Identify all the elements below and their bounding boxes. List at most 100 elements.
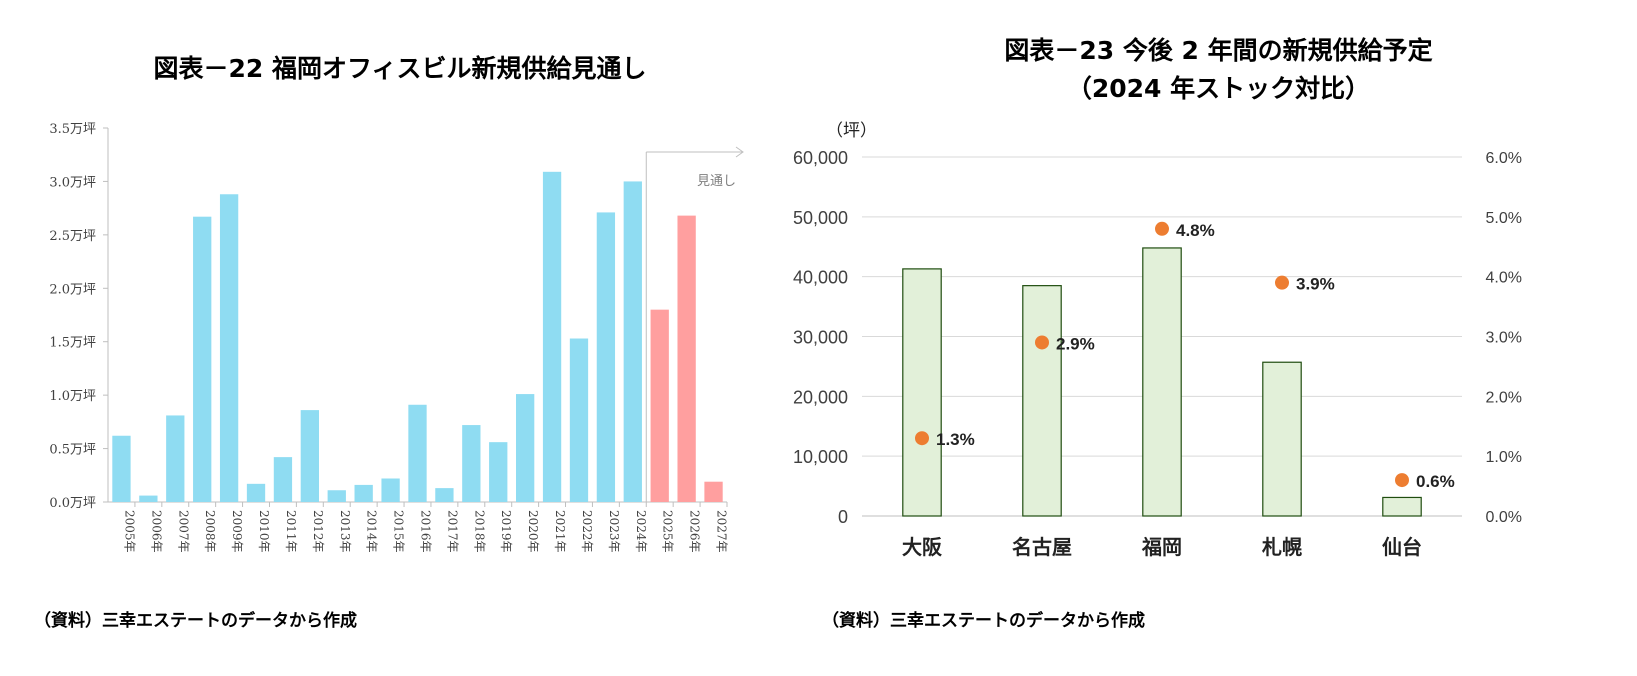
x-tick-label: 2014年 <box>365 510 379 553</box>
bar <box>112 435 131 502</box>
y2-tick-label: 2.0% <box>1486 389 1522 406</box>
data-label: 2.9% <box>1056 334 1095 353</box>
x-tick-label: 2013年 <box>338 510 352 553</box>
data-label: 1.3% <box>936 430 975 449</box>
bar <box>489 442 508 502</box>
forecast-arrow-head <box>735 146 744 158</box>
y-tick-label: 3.0万坪 <box>49 175 96 190</box>
x-tick-label: 2023年 <box>607 510 621 553</box>
x-tick-label: 2027年 <box>715 510 729 553</box>
y2-tick-label: 5.0% <box>1486 210 1522 227</box>
x-tick-label: 2007年 <box>176 510 190 553</box>
x-tick-label: 2010年 <box>257 510 271 553</box>
bar <box>462 425 481 502</box>
bar <box>1142 247 1182 517</box>
x-tick-label: 2009年 <box>230 510 244 553</box>
x-tick-label: 2005年 <box>122 510 136 553</box>
bar <box>219 194 239 502</box>
chart-title-line2: （2024 年ストック対比） <box>1066 74 1371 103</box>
y-tick-label: 10,000 <box>793 447 848 467</box>
y-tick-label: 50,000 <box>793 208 848 228</box>
bar <box>902 268 942 517</box>
bar-forecast <box>650 309 669 502</box>
x-tick-label: 2024年 <box>634 510 648 553</box>
y2-tick-label: 6.0% <box>1486 150 1522 167</box>
y2-tick-label: 0.0% <box>1486 509 1522 526</box>
x-tick-label: 2026年 <box>688 510 702 553</box>
data-label: 4.8% <box>1176 221 1215 240</box>
data-label: 0.6% <box>1416 472 1455 491</box>
bar-forecast <box>704 481 723 502</box>
x-tick-label: 2016年 <box>419 510 433 553</box>
source-note: （資料）三幸エステートのデータから作成 <box>34 611 357 631</box>
chart-title: 図表－22 福岡オフィスビル新規供給見通し <box>153 54 647 83</box>
bar <box>300 410 319 502</box>
source-note: （資料）三幸エステートのデータから作成 <box>822 611 1145 631</box>
bar <box>354 484 373 502</box>
chart-panel-city-supply: 図表－23 今後 2 年間の新規供給予定 （2024 年ストック対比） （坪） 0… <box>793 0 1637 676</box>
data-point <box>1275 275 1289 290</box>
x-tick-label: 札幌 <box>1261 535 1302 559</box>
bar <box>623 181 642 502</box>
x-tick-label: 2015年 <box>392 510 406 553</box>
combo-chart-city-supply: （坪） 0 10,000 20,000 30,000 40,000 50,000 60,000… <box>793 121 1522 559</box>
chart-title-line1: 図表－23 今後 2 年間の新規供給予定 <box>1004 36 1433 65</box>
y2-tick-label: 4.0% <box>1486 270 1522 287</box>
x-tick-label: 2012年 <box>311 510 325 553</box>
x-tick-label: 2021年 <box>553 510 567 553</box>
y-tick-label: 40,000 <box>793 268 848 288</box>
data-point <box>915 431 929 446</box>
bar <box>246 483 266 502</box>
data-point <box>1395 473 1409 488</box>
x-tick-label: 2008年 <box>203 510 217 553</box>
y-tick-label: 2.0万坪 <box>49 282 96 297</box>
x-tick-label: 大阪 <box>902 535 943 559</box>
forecast-label: 見通し <box>697 174 736 189</box>
y-tick-label: 20,000 <box>793 387 848 407</box>
bar <box>596 212 616 502</box>
y-tick-label: 0.0万坪 <box>49 496 96 511</box>
y-tick-label: 0.5万坪 <box>49 443 96 458</box>
y-tick-label: 3.5万坪 <box>49 122 96 137</box>
y-tick-label: 30,000 <box>793 328 848 348</box>
bar <box>381 478 400 502</box>
bar <box>327 490 346 502</box>
bar <box>569 338 589 502</box>
bar-chart-fukuoka-supply: 0.0万坪 0.5万坪 1.0万坪 1.5万坪 2.0万坪 2.5万坪 3.0万坪 3.5万坪… <box>49 122 744 553</box>
data-label: 3.9% <box>1296 275 1335 294</box>
bar <box>166 415 185 502</box>
bar <box>273 457 293 502</box>
y-tick-label: 60,000 <box>793 148 848 168</box>
x-tick-label: 2018年 <box>472 510 486 553</box>
y-tick-label: 0 <box>838 507 848 527</box>
bar <box>408 404 427 502</box>
bar <box>139 495 158 502</box>
x-tick-label: 2006年 <box>149 510 163 553</box>
bar-forecast <box>677 215 696 502</box>
bar <box>542 171 562 502</box>
x-tick-label: 2011年 <box>284 510 298 553</box>
x-tick-label: 2022年 <box>580 510 594 553</box>
y2-tick-label: 3.0% <box>1486 330 1522 347</box>
bar <box>435 488 454 502</box>
x-tick-label: 福岡 <box>1141 535 1182 559</box>
y-tick-label: 2.5万坪 <box>49 229 96 244</box>
data-point <box>1035 335 1049 350</box>
x-tick-label: 名古屋 <box>1012 535 1072 559</box>
x-tick-label: 仙台 <box>1382 535 1422 559</box>
bar <box>193 216 212 503</box>
bar <box>1022 285 1062 517</box>
y-axis-unit-label: （坪） <box>826 121 877 141</box>
y-tick-label: 1.0万坪 <box>49 389 96 404</box>
x-tick-label: 2019年 <box>499 510 513 553</box>
bar <box>1382 496 1422 517</box>
x-tick-label: 2025年 <box>661 510 675 553</box>
y2-tick-label: 1.0% <box>1486 449 1522 466</box>
x-tick-label: 2020年 <box>526 510 540 553</box>
data-point <box>1155 221 1169 236</box>
bar <box>516 394 535 502</box>
y-tick-label: 1.5万坪 <box>49 336 96 351</box>
bar <box>1262 361 1302 517</box>
x-tick-label: 2017年 <box>445 510 459 553</box>
chart-panel-fukuoka-supply: 図表－22 福岡オフィスビル新規供給見通し 0.0万坪 0.5万坪 1.0万坪 1.5… <box>0 0 800 676</box>
